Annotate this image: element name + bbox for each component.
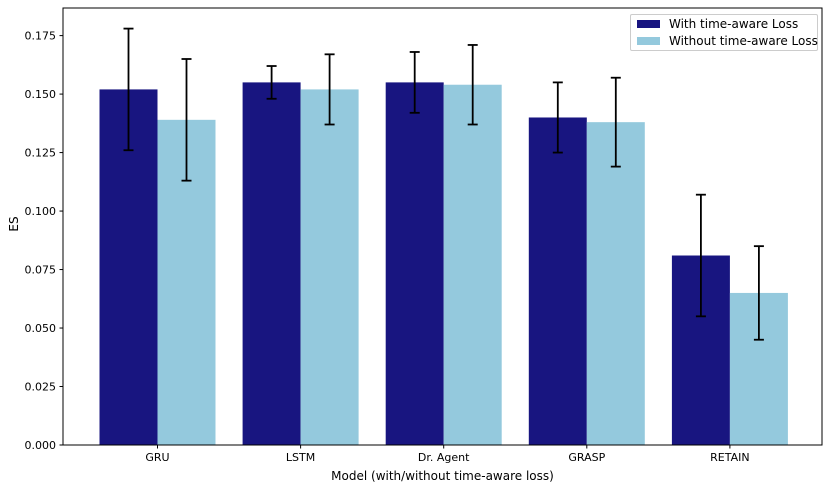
bar-grasp-without-time-aware-loss <box>586 122 645 445</box>
y-tick-label: 0.075 <box>25 263 57 276</box>
x-tick-label-retain: RETAIN <box>710 451 749 464</box>
legend-swatch-without-icon <box>637 37 660 45</box>
y-axis-label: ES <box>7 216 21 232</box>
x-axis-label: Model (with/without time-aware loss) <box>331 469 554 483</box>
legend-row-with: With time-aware Loss <box>637 17 811 31</box>
legend-label-without: Without time-aware Loss <box>669 34 818 48</box>
y-tick-label: 0.125 <box>25 146 57 159</box>
y-tick-label: 0.100 <box>25 205 57 218</box>
y-tick-label: 0.175 <box>25 29 57 42</box>
bar-grasp-with-time-aware-loss <box>528 117 587 445</box>
y-tick-label: 0.025 <box>25 380 57 393</box>
x-tick-label-lstm: LSTM <box>286 451 315 464</box>
plot-spines <box>62 7 823 446</box>
legend: With time-aware Loss Without time-aware … <box>630 14 818 51</box>
bar-dr-agent-without-time-aware-loss <box>443 84 502 445</box>
y-tick-label: 0.150 <box>25 88 57 101</box>
y-tick-label: 0.050 <box>25 322 57 335</box>
bar-lstm-with-time-aware-loss <box>242 82 301 445</box>
x-tick-label-gru: GRU <box>145 451 169 464</box>
y-tick-label: 0.000 <box>25 439 57 452</box>
x-tick-label-dr-agent: Dr. Agent <box>418 451 470 464</box>
legend-swatch-with-icon <box>637 20 660 28</box>
legend-label-with: With time-aware Loss <box>669 17 799 31</box>
legend-row-without: Without time-aware Loss <box>637 34 818 48</box>
x-tick-label-grasp: GRASP <box>568 451 605 464</box>
bar-lstm-without-time-aware-loss <box>300 89 359 445</box>
bar-dr-agent-with-time-aware-loss <box>385 82 444 445</box>
